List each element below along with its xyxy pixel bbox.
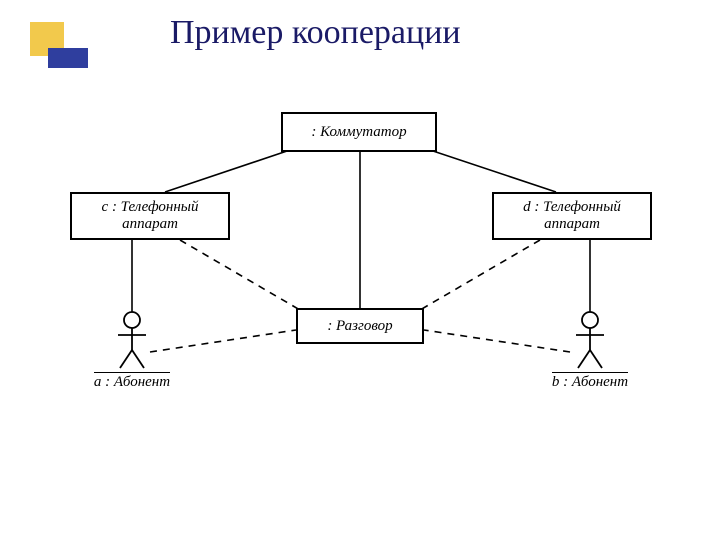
deco-square-navy [48,48,88,68]
node-switch-label: : Коммутатор [311,124,406,141]
actor-b-label: b : Абонент [520,372,660,391]
node-phone-d: d : Телефонныйаппарат [492,192,652,240]
slide-title: Пример кооперации [170,14,461,52]
actor-b [572,310,608,375]
actor-a-label: a : Абонент [62,372,202,391]
node-phone-d-label: d : Телефонныйаппарат [523,199,621,233]
node-talk-label: : Разговор [327,318,392,335]
diagram-connectors [0,0,720,540]
actor-a [114,310,150,375]
node-phone-c: с : Телефонныйаппарат [70,192,230,240]
node-talk: : Разговор [296,308,424,344]
slide-stage: Пример кооперации : Коммутатор с : Телеф… [0,0,720,540]
node-phone-c-label: с : Телефонныйаппарат [102,199,199,233]
node-switch: : Коммутатор [281,112,437,152]
